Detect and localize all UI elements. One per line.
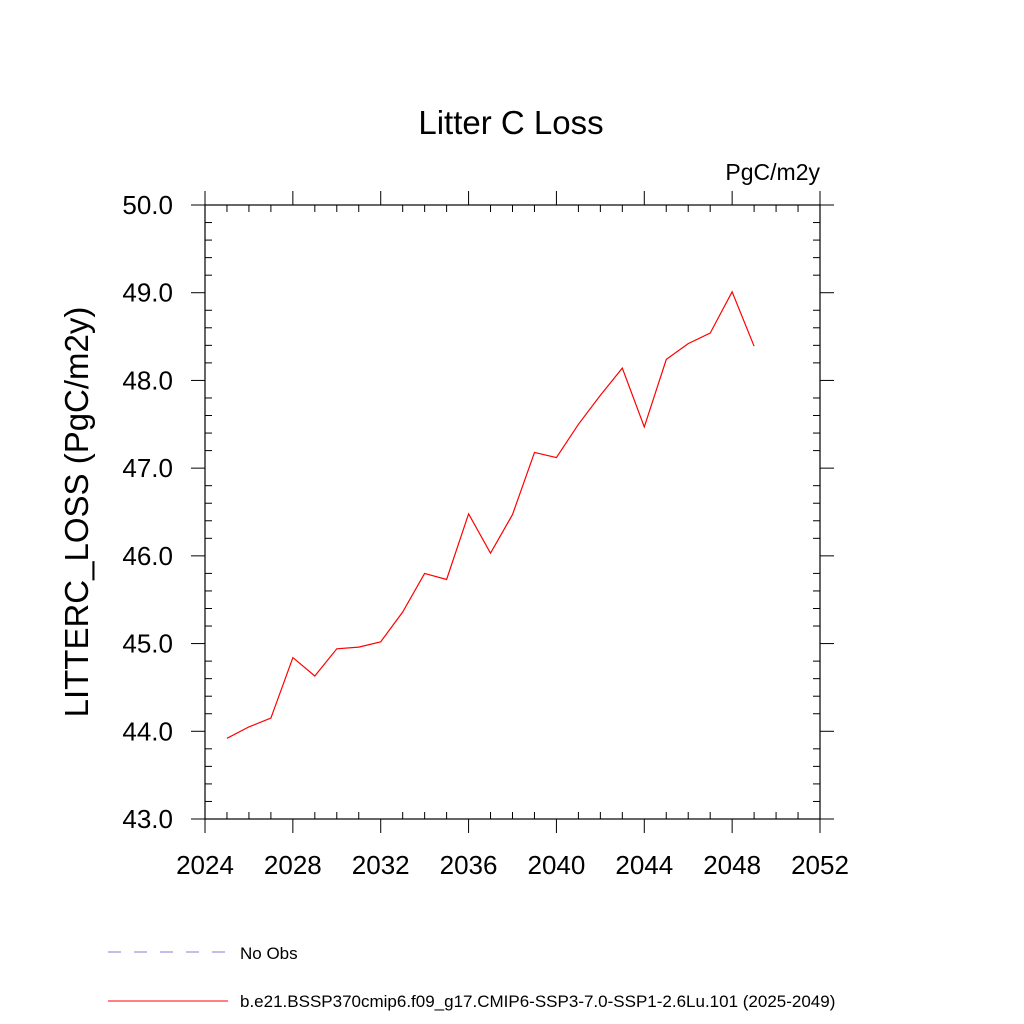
y-tick-label: 46.0 xyxy=(122,541,173,571)
y-tick-label: 49.0 xyxy=(122,278,173,308)
x-tick-label: 2048 xyxy=(703,850,761,880)
x-tick-label: 2032 xyxy=(352,850,410,880)
legend-label-model: b.e21.BSSP370cmip6.f09_g17.CMIP6-SSP3-7.… xyxy=(240,992,835,1011)
series-group xyxy=(226,290,755,739)
units-label: PgC/m2y xyxy=(725,159,820,185)
y-axis-label: LITTERC_LOSS (PgC/m2y) xyxy=(58,307,95,718)
x-tick-label: 2028 xyxy=(264,850,322,880)
y-tick-label: 45.0 xyxy=(122,629,173,659)
x-tick-label: 2052 xyxy=(791,850,849,880)
legend: No Obs b.e21.BSSP370cmip6.f09_g17.CMIP6-… xyxy=(108,944,835,1011)
chart-title: Litter C Loss xyxy=(418,104,603,141)
y-tick-label: 43.0 xyxy=(122,804,173,834)
y-tick-label: 50.0 xyxy=(122,190,173,220)
plot-frame xyxy=(204,204,821,820)
x-tick-label: 2040 xyxy=(528,850,586,880)
axis-ticks xyxy=(191,191,834,833)
y-tick-label: 47.0 xyxy=(122,453,173,483)
y-tick-label: 48.0 xyxy=(122,365,173,395)
x-tick-label: 2024 xyxy=(176,850,234,880)
x-tick-label: 2044 xyxy=(615,850,673,880)
series-line xyxy=(226,290,755,739)
tick-labels: 2024 2028 2032 2036 2040 2044 2048 2052 43.0 44.0… xyxy=(122,190,849,880)
x-tick-label: 2036 xyxy=(440,850,498,880)
y-tick-label: 44.0 xyxy=(122,716,173,746)
legend-label-no-obs: No Obs xyxy=(240,944,298,963)
